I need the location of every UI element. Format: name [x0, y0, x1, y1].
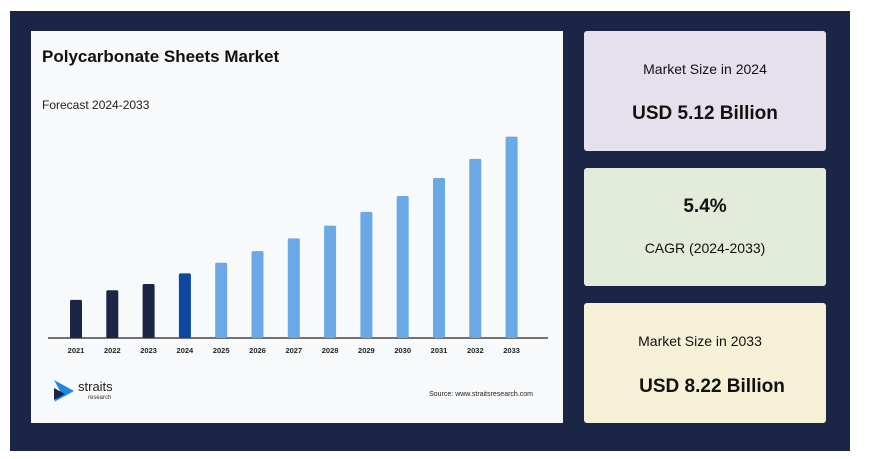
bar-2025	[215, 262, 228, 338]
x-tick-label-2028: 2028	[322, 346, 339, 355]
bar-2028	[324, 225, 337, 338]
bar-2026	[251, 251, 264, 338]
bar-2031	[433, 177, 445, 338]
source-note: Source: www.straitsresearch.com	[429, 391, 533, 398]
market-size-2024-label: Market Size in 2024	[643, 61, 767, 77]
cagr-card: 5.4% CAGR (2024-2033)	[584, 168, 826, 286]
cagr-value: 5.4%	[683, 196, 727, 217]
x-tick-label-2032: 2032	[467, 346, 484, 355]
x-tick-label-2031: 2031	[431, 346, 448, 355]
bar-2030	[396, 195, 409, 338]
market-size-2033-label: Market Size in 2033	[638, 333, 762, 349]
x-tick-label-2021: 2021	[68, 346, 85, 355]
x-tick-label-2024: 2024	[177, 346, 195, 355]
x-tick-label-2030: 2030	[394, 346, 411, 355]
straits-logo-icon	[54, 380, 74, 402]
market-size-2033-card: Market Size in 2033 USD 8.22 Billion	[584, 303, 826, 423]
bar-2033	[505, 136, 518, 338]
bar-2032	[469, 158, 482, 338]
bar-2023	[142, 283, 155, 338]
bar-chart: 2021 2022 2023 2024 2025 2026 2027 2028 2029 2030…	[48, 136, 548, 355]
x-tick-label-2027: 2027	[285, 346, 302, 355]
cagr-label: CAGR (2024-2033)	[644, 240, 766, 256]
bar-2027	[287, 238, 300, 338]
bar-2021	[70, 299, 82, 338]
logo-tagline: research	[88, 395, 112, 401]
x-tick-label-2025: 2025	[213, 346, 230, 355]
market-size-2024-card: Market Size in 2024 USD 5.12 Billion	[584, 31, 826, 151]
logo-wordmark: straits	[78, 379, 113, 394]
x-tick-label-2022: 2022	[104, 346, 121, 355]
bar-2024	[178, 273, 191, 338]
bar-2029	[360, 211, 373, 338]
straits-logo: straits research	[52, 378, 142, 406]
market-size-2033-value: USD 8.22 Billion	[639, 376, 785, 397]
market-size-2024-value: USD 5.12 Billion	[632, 103, 778, 124]
x-tick-label-2029: 2029	[358, 346, 375, 355]
bar-2022	[106, 290, 119, 338]
x-tick-label-2033: 2033	[503, 346, 520, 355]
x-tick-label-2023: 2023	[140, 346, 157, 355]
x-tick-label-2026: 2026	[249, 346, 266, 355]
chart-title: Polycarbonate Sheets Market	[42, 47, 280, 66]
chart-panel: Polycarbonate Sheets Market Forecast 202…	[31, 31, 563, 423]
chart-subtitle: Forecast 2024-2033	[42, 98, 150, 112]
